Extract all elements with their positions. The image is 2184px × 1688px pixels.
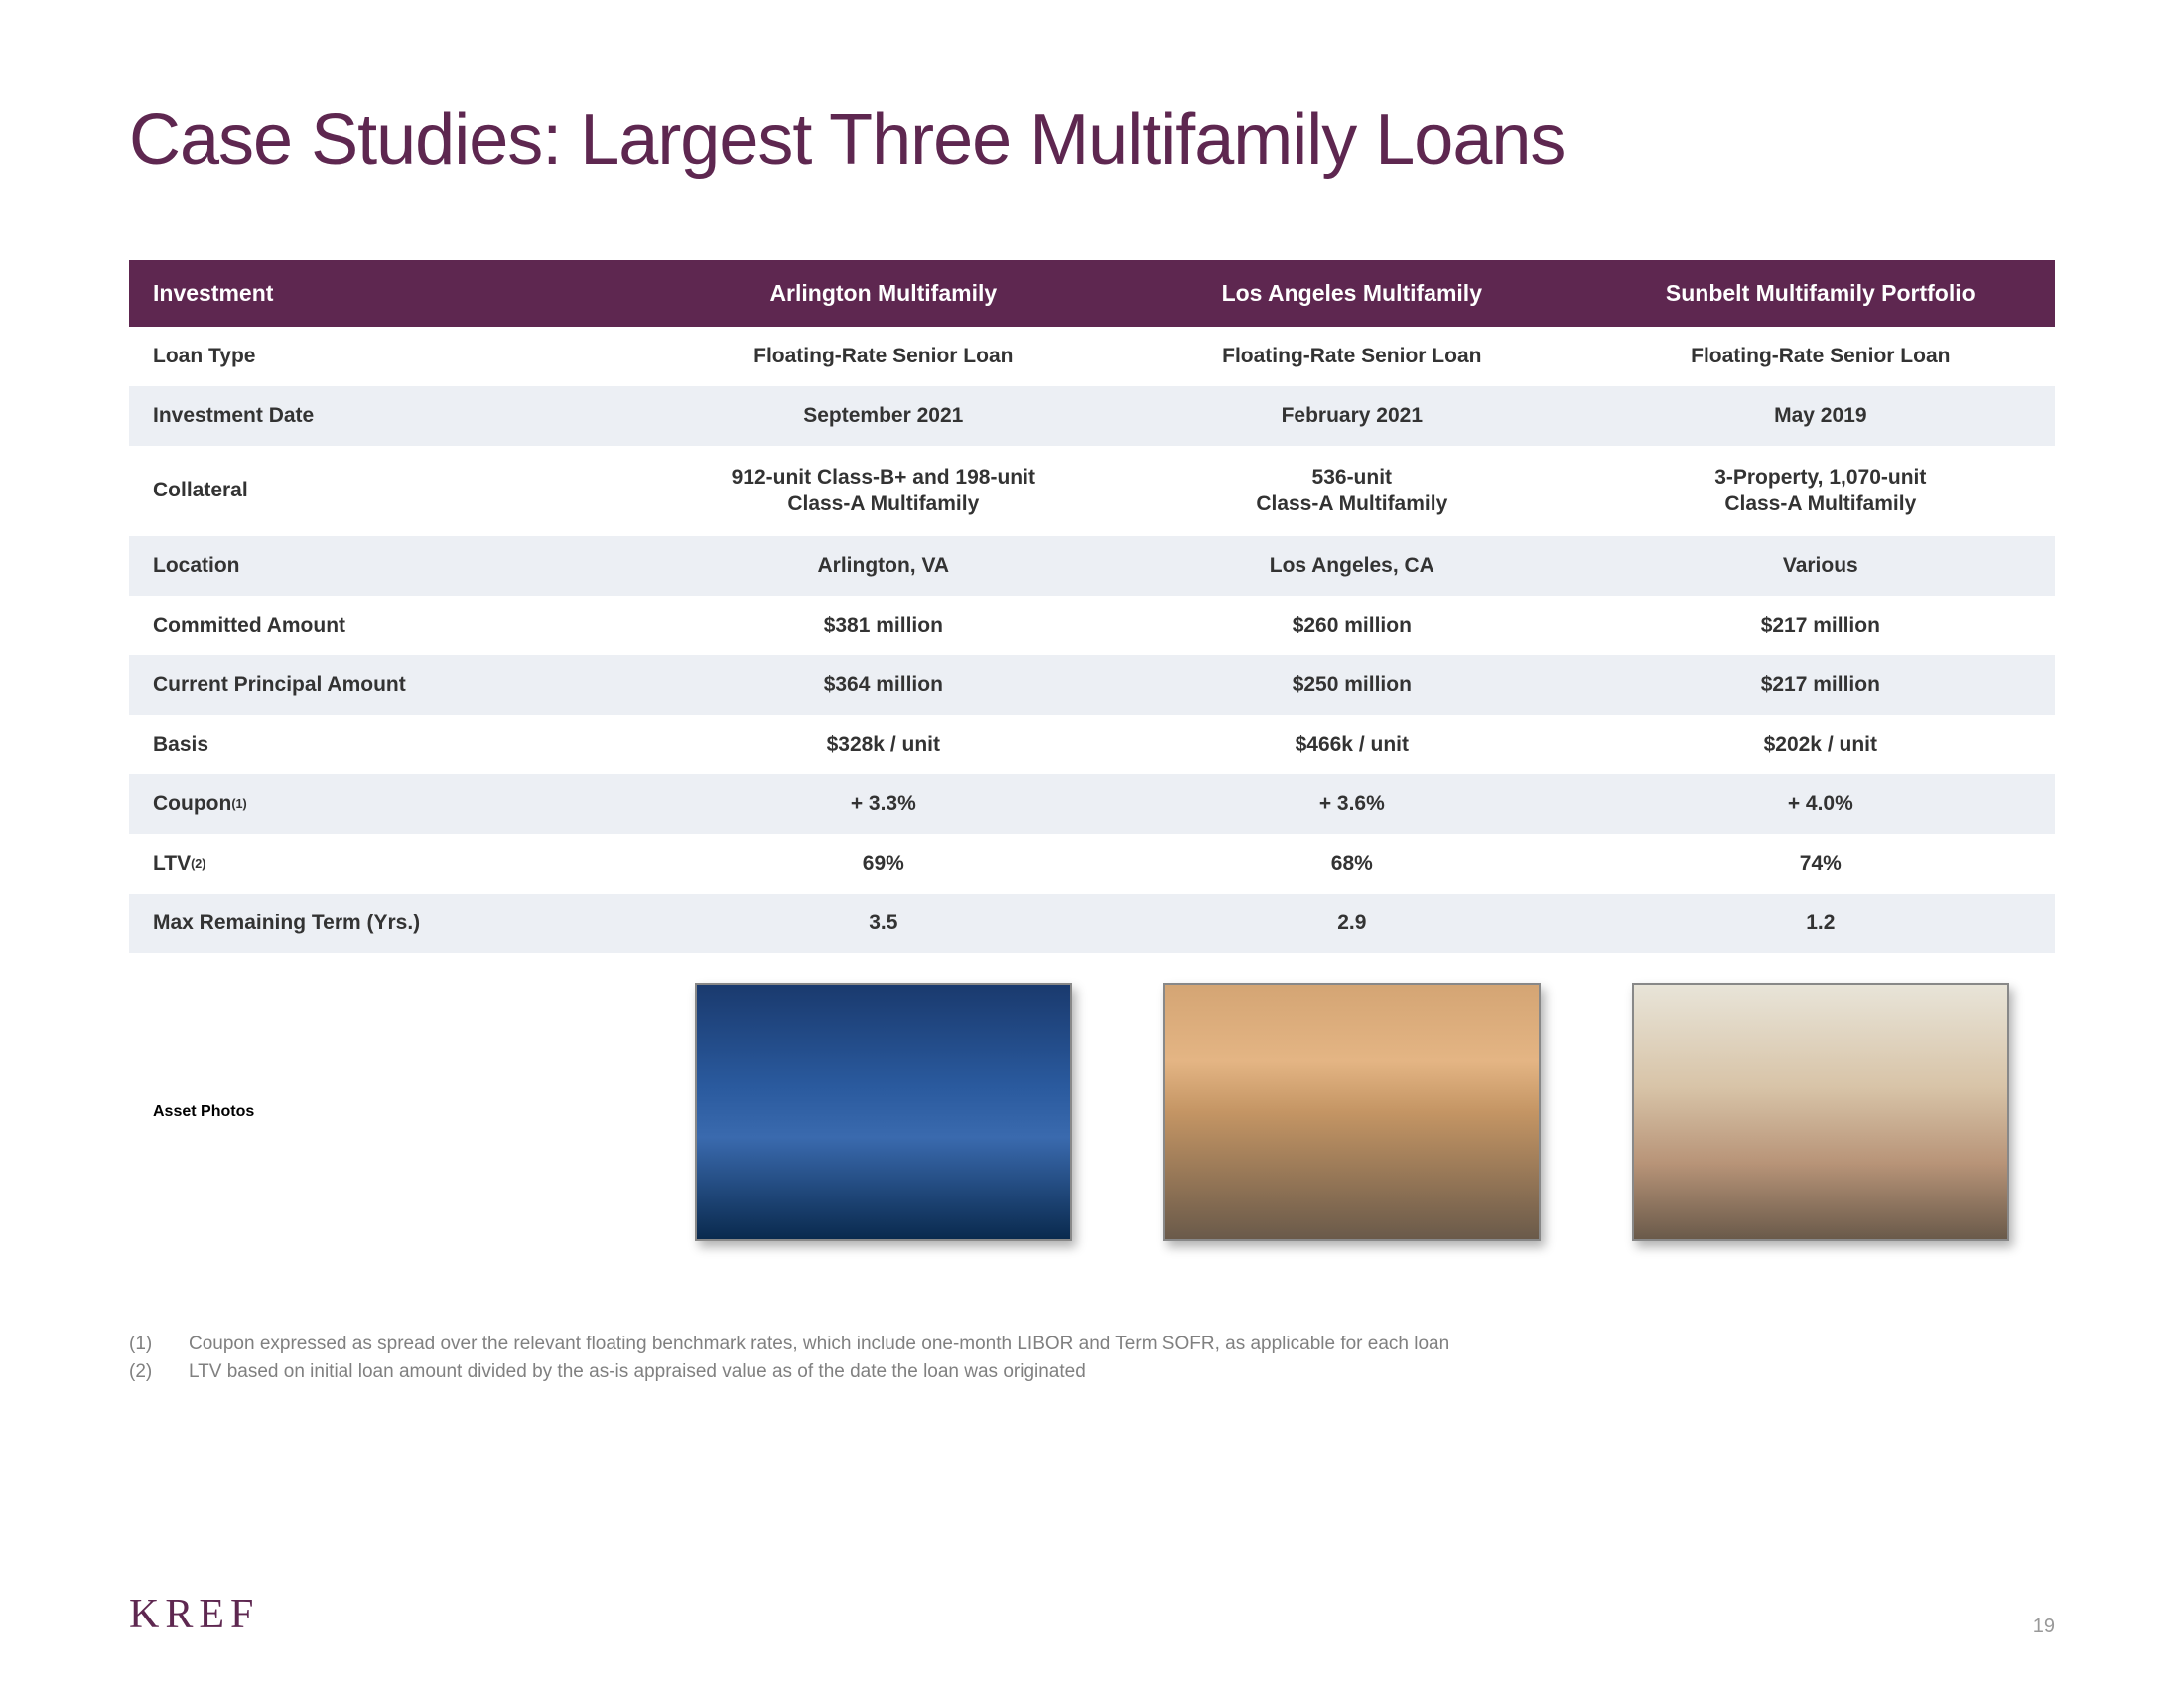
row-loan-type: Loan Type Floating-Rate Senior Loan Floa… xyxy=(129,327,2055,386)
asset-photo-sunbelt xyxy=(1632,983,2009,1241)
cell: $466k / unit xyxy=(1118,733,1586,757)
photo-cell xyxy=(1118,983,1586,1241)
footnote-ref-icon: (2) xyxy=(191,857,205,871)
cell: 536-unit Class-A Multifamily xyxy=(1118,464,1586,518)
row-label: Committed Amount xyxy=(129,614,649,637)
asset-photo-arlington xyxy=(695,983,1072,1241)
label-text: LTV xyxy=(153,852,191,876)
cell: $250 million xyxy=(1118,673,1586,697)
footnote-2: (2) LTV based on initial loan amount div… xyxy=(129,1358,2055,1387)
cell: Various xyxy=(1586,554,2055,578)
page-title: Case Studies: Largest Three Multifamily … xyxy=(129,99,2055,181)
row-max-term: Max Remaining Term (Yrs.) 3.5 2.9 1.2 xyxy=(129,894,2055,953)
header-col-arlington: Arlington Multifamily xyxy=(649,280,1118,307)
row-label: Location xyxy=(129,554,649,578)
table-header-row: Investment Arlington Multifamily Los Ang… xyxy=(129,260,2055,327)
cell: $260 million xyxy=(1118,614,1586,637)
cell: September 2021 xyxy=(649,404,1118,428)
row-label: Loan Type xyxy=(129,345,649,368)
cell: $328k / unit xyxy=(649,733,1118,757)
cell: + 4.0% xyxy=(1586,792,2055,816)
cell: 2.9 xyxy=(1118,912,1586,935)
row-collateral: Collateral 912-unit Class-B+ and 198-uni… xyxy=(129,446,2055,536)
row-label: Collateral xyxy=(129,464,649,518)
footnote-num: (1) xyxy=(129,1331,159,1359)
kref-logo: KREF xyxy=(129,1591,259,1638)
row-label: Basis xyxy=(129,733,649,757)
label-text: Coupon xyxy=(153,792,231,816)
row-location: Location Arlington, VA Los Angeles, CA V… xyxy=(129,536,2055,596)
row-committed-amount: Committed Amount $381 million $260 milli… xyxy=(129,596,2055,655)
row-asset-photos: Asset Photos xyxy=(129,953,2055,1271)
cell-line2: Class-A Multifamily xyxy=(1256,491,1447,517)
row-ltv: LTV(2) 69% 68% 74% xyxy=(129,834,2055,894)
header-label: Investment xyxy=(129,280,649,307)
header-col-sunbelt: Sunbelt Multifamily Portfolio xyxy=(1586,280,2055,307)
cell-line2: Class-A Multifamily xyxy=(787,491,979,517)
row-label: Current Principal Amount xyxy=(129,673,649,697)
cell: $364 million xyxy=(649,673,1118,697)
footnote-1: (1) Coupon expressed as spread over the … xyxy=(129,1331,2055,1359)
cell-line1: 536-unit xyxy=(1312,464,1393,491)
photo-cell xyxy=(649,983,1118,1241)
asset-photo-los-angeles xyxy=(1163,983,1541,1241)
row-label: Coupon(1) xyxy=(129,792,649,816)
cell: Floating-Rate Senior Loan xyxy=(1586,345,2055,368)
row-current-principal: Current Principal Amount $364 million $2… xyxy=(129,655,2055,715)
cell: 74% xyxy=(1586,852,2055,876)
cell: Floating-Rate Senior Loan xyxy=(1118,345,1586,368)
cell: May 2019 xyxy=(1586,404,2055,428)
cell-line1: 3-Property, 1,070-unit xyxy=(1714,464,1926,491)
cell: + 3.3% xyxy=(649,792,1118,816)
cell: Arlington, VA xyxy=(649,554,1118,578)
cell: $217 million xyxy=(1586,673,2055,697)
case-study-table: Investment Arlington Multifamily Los Ang… xyxy=(129,260,2055,1271)
photo-cell xyxy=(1586,983,2055,1241)
row-label: Asset Photos xyxy=(129,983,649,1241)
footnote-num: (2) xyxy=(129,1358,159,1387)
cell-line1: 912-unit Class-B+ and 198-unit xyxy=(732,464,1035,491)
row-basis: Basis $328k / unit $466k / unit $202k / … xyxy=(129,715,2055,774)
row-label: Max Remaining Term (Yrs.) xyxy=(129,912,649,935)
cell: Floating-Rate Senior Loan xyxy=(649,345,1118,368)
cell-line2: Class-A Multifamily xyxy=(1724,491,1916,517)
footnotes: (1) Coupon expressed as spread over the … xyxy=(129,1331,2055,1387)
cell: 1.2 xyxy=(1586,912,2055,935)
cell: $217 million xyxy=(1586,614,2055,637)
cell: 68% xyxy=(1118,852,1586,876)
cell: + 3.6% xyxy=(1118,792,1586,816)
cell: $202k / unit xyxy=(1586,733,2055,757)
row-label: Investment Date xyxy=(129,404,649,428)
page-number: 19 xyxy=(2033,1616,2055,1638)
footnote-text: LTV based on initial loan amount divided… xyxy=(189,1358,1086,1387)
cell: 3.5 xyxy=(649,912,1118,935)
row-coupon: Coupon(1) + 3.3% + 3.6% + 4.0% xyxy=(129,774,2055,834)
footnote-text: Coupon expressed as spread over the rele… xyxy=(189,1331,1449,1359)
cell: February 2021 xyxy=(1118,404,1586,428)
row-investment-date: Investment Date September 2021 February … xyxy=(129,386,2055,446)
row-label: LTV(2) xyxy=(129,852,649,876)
header-col-los-angeles: Los Angeles Multifamily xyxy=(1118,280,1586,307)
footnote-ref-icon: (1) xyxy=(231,797,246,811)
cell: 912-unit Class-B+ and 198-unit Class-A M… xyxy=(649,464,1118,518)
cell: Los Angeles, CA xyxy=(1118,554,1586,578)
cell: 69% xyxy=(649,852,1118,876)
cell: 3-Property, 1,070-unit Class-A Multifami… xyxy=(1586,464,2055,518)
cell: $381 million xyxy=(649,614,1118,637)
